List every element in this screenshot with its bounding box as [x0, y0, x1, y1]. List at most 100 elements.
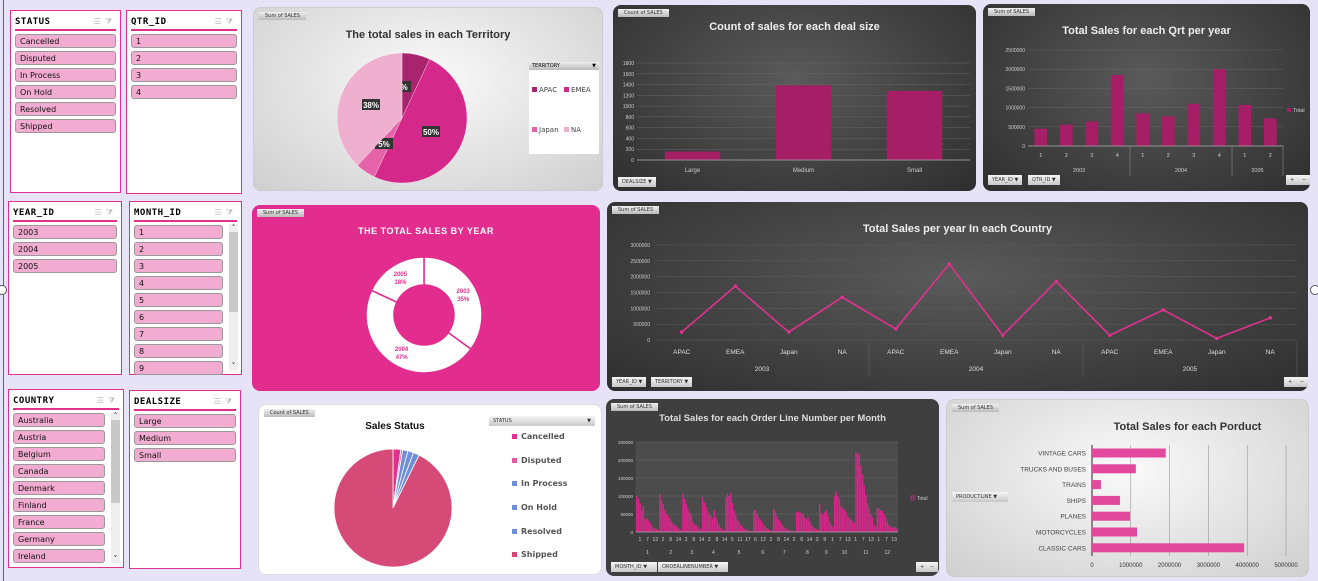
slicer-item[interactable]: 6 — [134, 310, 223, 324]
scroll-down-icon[interactable]: ˅ — [113, 555, 118, 563]
slicer-item[interactable]: 4 — [134, 276, 223, 290]
field-button[interactable]: Sum of SALES — [611, 403, 659, 411]
resize-handle-right[interactable] — [1310, 285, 1318, 295]
x-tick-label: 2 — [1269, 153, 1272, 159]
slicer-item[interactable]: Shipped — [15, 119, 116, 133]
slicer-item[interactable]: Disputed — [15, 51, 116, 65]
qtr-filter-button[interactable]: QTR_ID ▼ — [1028, 175, 1060, 185]
multi-select-icon[interactable]: ☰ — [93, 16, 105, 26]
scroll-down-icon[interactable]: ˅ — [231, 362, 236, 370]
month-filter-button[interactable]: MONTH_ID ▼ — [611, 562, 657, 572]
resize-handle-left[interactable] — [0, 285, 7, 295]
slicer-item[interactable]: Denmark — [13, 481, 105, 495]
x-group-label: 2005 — [1183, 366, 1198, 373]
multi-select-icon[interactable]: ☰ — [214, 16, 226, 26]
slicer-item[interactable]: 2005 — [13, 259, 117, 273]
expand-button[interactable]: + — [916, 562, 929, 572]
slicer-item[interactable]: Cancelled — [15, 34, 116, 48]
slicer-item[interactable]: Austria — [13, 430, 105, 444]
pie-slice-2004 — [365, 289, 472, 374]
scrollbar[interactable]: ˄ ˅ — [229, 224, 238, 370]
slicer-item[interactable]: 3 — [134, 259, 223, 273]
multi-select-icon[interactable]: ☰ — [213, 396, 225, 406]
slicer-item[interactable]: In Process — [15, 68, 116, 82]
clear-filter-icon[interactable]: ⧩ — [225, 16, 237, 26]
clear-filter-icon[interactable]: ⧩ — [107, 395, 119, 405]
x-tick-label: 3 — [1090, 153, 1093, 159]
clear-filter-icon[interactable]: ⧩ — [105, 207, 117, 217]
slicer-item[interactable]: Belgium — [13, 447, 105, 461]
slicer-item[interactable]: Small — [134, 448, 236, 462]
legend-filter-button[interactable]: TERRITORY ▼ — [529, 62, 599, 70]
clear-filter-icon[interactable]: ⧩ — [225, 207, 237, 217]
slicer-item[interactable]: 5 — [134, 293, 223, 307]
bar — [868, 508, 870, 532]
slicer-item[interactable]: Ireland — [13, 549, 105, 563]
slicer-item[interactable]: Resolved — [15, 102, 116, 116]
territory-filter-button[interactable]: TERRITORY ▼ — [651, 377, 693, 387]
multi-select-icon[interactable]: ☰ — [214, 207, 226, 217]
field-button[interactable]: Sum of SALES — [259, 12, 307, 20]
field-button[interactable]: Count of SALES — [264, 409, 315, 417]
bar — [847, 515, 849, 532]
scroll-up-icon[interactable]: ˄ — [113, 412, 118, 420]
bar — [858, 454, 860, 532]
bar — [845, 512, 847, 532]
slicer-item[interactable]: Large — [134, 414, 236, 428]
clear-filter-icon[interactable]: ⧩ — [104, 16, 116, 26]
field-button[interactable]: Sum of SALES — [988, 8, 1036, 16]
field-button[interactable]: Sum of SALES — [952, 404, 1000, 412]
bar — [860, 465, 862, 532]
field-button[interactable]: Sum of SALES — [257, 209, 305, 217]
field-button[interactable]: Count of SALES — [618, 9, 669, 17]
slicer-item[interactable]: France — [13, 515, 105, 529]
expand-button[interactable]: + — [1286, 175, 1299, 185]
multi-select-icon[interactable]: ☰ — [96, 395, 108, 405]
scrollbar[interactable]: ˄ ˅ — [111, 412, 120, 563]
slicer-item[interactable]: 2004 — [13, 242, 117, 256]
filter-label: TERRITORY — [532, 63, 560, 69]
slicer-item[interactable]: Medium — [134, 431, 236, 445]
scroll-thumb[interactable] — [229, 232, 238, 313]
slicer-item[interactable]: 1 — [134, 225, 223, 239]
collapse-button[interactable]: − — [1296, 377, 1308, 387]
status-filter-button[interactable]: STATUS ▼ — [489, 416, 595, 426]
collapse-button[interactable]: − — [926, 562, 939, 572]
dealsize-filter-button[interactable]: DEALSIZE ▼ — [618, 177, 656, 187]
scroll-up-icon[interactable]: ˄ — [231, 224, 236, 232]
slicer-item[interactable]: 2 — [134, 242, 223, 256]
slicer-item[interactable]: 4 — [131, 85, 237, 99]
slicer-item[interactable]: 7 — [134, 327, 223, 341]
year-filter-button[interactable]: YEAR_ID ▼ — [612, 377, 647, 387]
y-tick-label: SHIPS — [1066, 498, 1086, 505]
data-label-pct: 35% — [457, 297, 470, 303]
bar — [667, 515, 669, 532]
clear-filter-icon[interactable]: ⧩ — [224, 396, 236, 406]
collapse-button[interactable]: − — [1298, 175, 1310, 185]
bar — [883, 514, 885, 532]
scroll-thumb[interactable] — [111, 420, 120, 504]
y-tick-label: 150000 — [618, 476, 634, 481]
slicer-item[interactable]: 1 — [131, 34, 237, 48]
expand-button[interactable]: + — [1284, 377, 1297, 387]
bar — [715, 517, 717, 532]
x-tick-label: 7 — [839, 537, 842, 543]
slicer-item[interactable]: Australia — [13, 413, 105, 427]
slicer-item[interactable]: 2003 — [13, 225, 117, 239]
slicer-item[interactable]: 8 — [134, 344, 223, 358]
orderline-filter-button[interactable]: ORDERLINENUMBER ▼ — [658, 562, 728, 572]
slicer-item[interactable]: 3 — [131, 68, 237, 82]
slicer-item[interactable]: 9 — [134, 361, 223, 375]
bar — [870, 514, 872, 532]
field-button[interactable]: Sum of SALES — [612, 206, 660, 214]
multi-select-icon[interactable]: ☰ — [94, 207, 106, 217]
productline-filter-button[interactable]: PRODUCTLINE ▼ — [952, 492, 1008, 502]
bar — [797, 511, 800, 532]
slicer-item[interactable]: Finland — [13, 498, 105, 512]
x-group-label: 10 — [842, 550, 848, 556]
slicer-item[interactable]: Canada — [13, 464, 105, 478]
slicer-item[interactable]: On Hold — [15, 85, 116, 99]
slicer-item[interactable]: Germany — [13, 532, 105, 546]
slicer-item[interactable]: 2 — [131, 51, 237, 65]
year-filter-button[interactable]: YEAR_ID ▼ — [988, 175, 1023, 185]
